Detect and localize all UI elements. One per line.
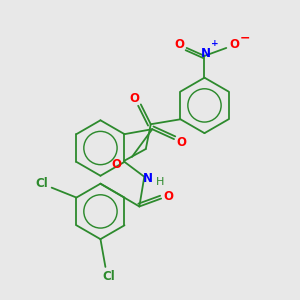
Text: −: − [240,32,250,44]
Text: N: N [200,47,211,60]
Text: N: N [143,172,153,185]
Text: O: O [229,38,239,52]
Text: Cl: Cl [35,177,48,190]
Text: O: O [163,190,173,203]
Text: O: O [176,136,186,148]
Text: O: O [129,92,139,105]
Text: +: + [211,40,218,49]
Text: O: O [175,38,185,52]
Text: O: O [111,158,121,171]
Text: Cl: Cl [102,270,115,283]
Text: H: H [156,177,164,187]
